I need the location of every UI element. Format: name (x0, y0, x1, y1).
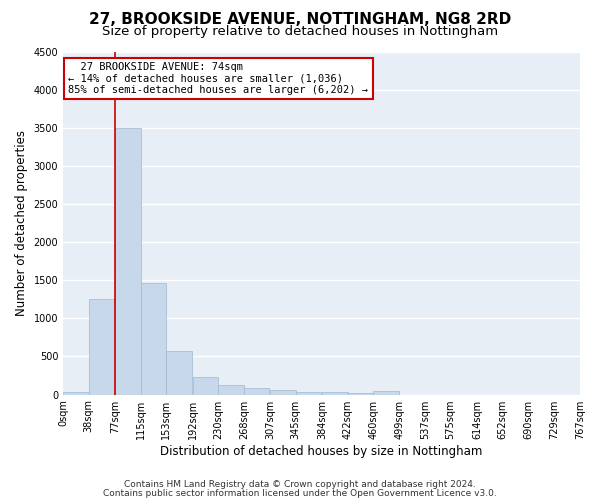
X-axis label: Distribution of detached houses by size in Nottingham: Distribution of detached houses by size … (160, 444, 483, 458)
Bar (193, 377, 218, 394)
Bar (244, 388, 269, 394)
Text: 27 BROOKSIDE AVENUE: 74sqm
← 14% of detached houses are smaller (1,036)
85% of s: 27 BROOKSIDE AVENUE: 74sqm ← 14% of deta… (68, 62, 368, 95)
Bar (322, 392, 347, 394)
Text: Contains public sector information licensed under the Open Government Licence v3: Contains public sector information licen… (103, 489, 497, 498)
Text: 27, BROOKSIDE AVENUE, NOTTINGHAM, NG8 2RD: 27, BROOKSIDE AVENUE, NOTTINGHAM, NG8 2R… (89, 12, 511, 28)
Bar (166, 351, 192, 395)
Bar (89, 300, 115, 394)
Bar (296, 392, 321, 394)
Text: Size of property relative to detached houses in Nottingham: Size of property relative to detached ho… (102, 25, 498, 38)
Bar (63, 392, 89, 394)
Bar (140, 282, 166, 395)
Bar (347, 392, 373, 394)
Bar (218, 386, 244, 394)
Text: Contains HM Land Registry data © Crown copyright and database right 2024.: Contains HM Land Registry data © Crown c… (124, 480, 476, 489)
Bar (373, 391, 399, 394)
Y-axis label: Number of detached properties: Number of detached properties (15, 130, 28, 316)
Bar (115, 128, 140, 394)
Bar (270, 390, 296, 394)
